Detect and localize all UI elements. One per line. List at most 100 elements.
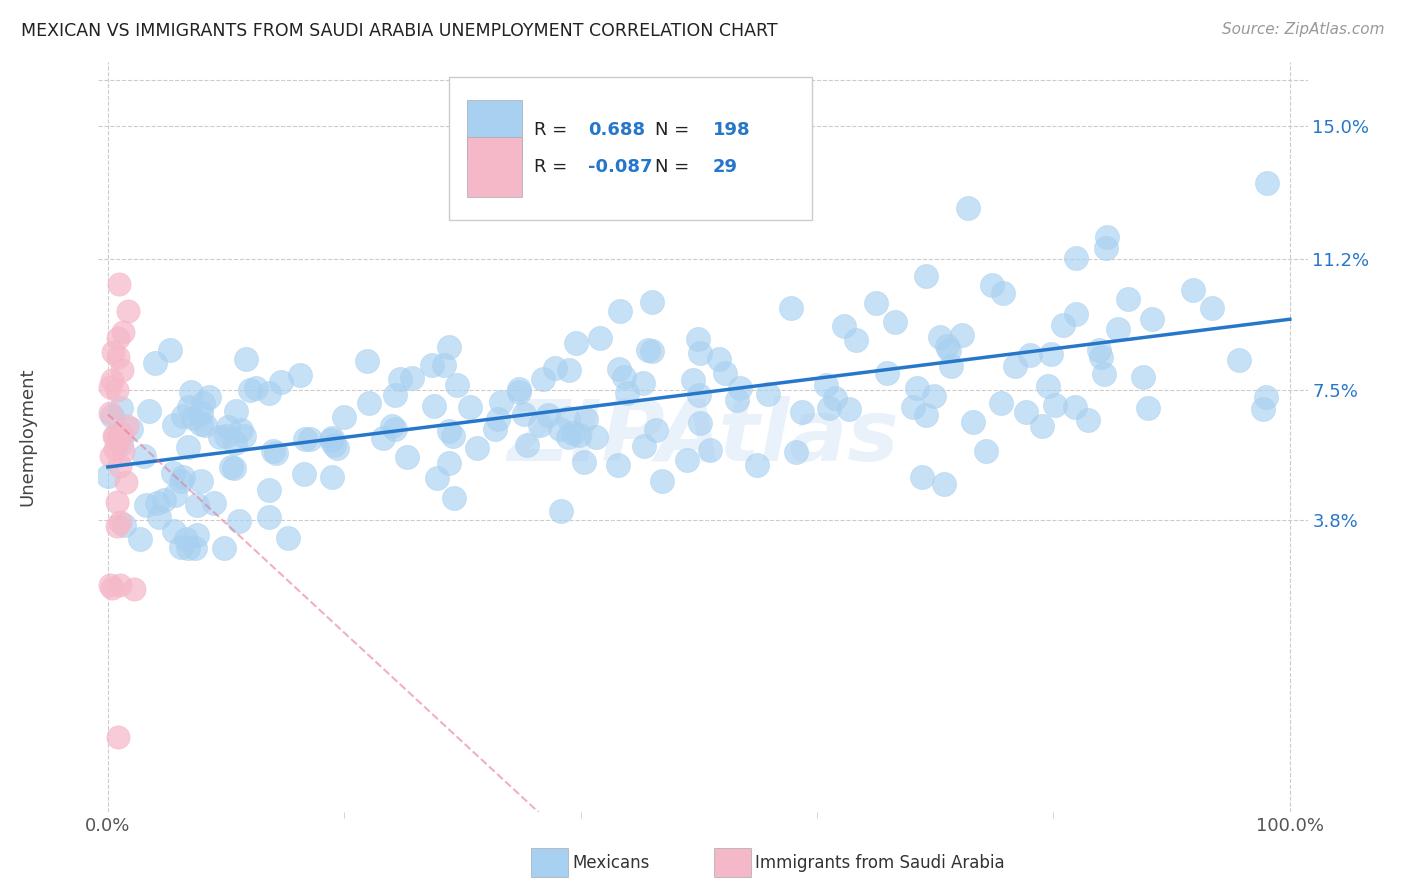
- Point: [1064, 252, 1087, 266]
- Point: [181, 410, 204, 425]
- Point: [688, 387, 710, 401]
- Point: [838, 401, 860, 416]
- Point: [225, 404, 247, 418]
- FancyBboxPatch shape: [467, 100, 522, 160]
- Point: [529, 418, 551, 433]
- Point: [184, 541, 207, 555]
- Point: [257, 386, 280, 401]
- Point: [1090, 350, 1112, 364]
- Point: [876, 367, 898, 381]
- Point: [298, 432, 321, 446]
- Point: [609, 304, 631, 318]
- FancyBboxPatch shape: [449, 78, 811, 219]
- Point: [110, 401, 132, 415]
- Point: [565, 335, 588, 350]
- Point: [112, 517, 135, 532]
- Point: [905, 381, 928, 395]
- Point: [420, 358, 443, 372]
- Point: [198, 390, 221, 404]
- Point: [384, 388, 406, 402]
- Point: [108, 458, 131, 473]
- Point: [439, 456, 461, 470]
- Text: N =: N =: [655, 159, 689, 177]
- Point: [357, 396, 380, 410]
- Point: [100, 449, 122, 463]
- Point: [832, 318, 855, 333]
- Point: [1227, 352, 1250, 367]
- Point: [135, 499, 157, 513]
- Text: N =: N =: [655, 121, 689, 139]
- Point: [792, 405, 814, 419]
- Point: [162, 418, 184, 433]
- Point: [689, 346, 711, 360]
- Point: [97, 469, 120, 483]
- Point: [224, 436, 246, 450]
- Point: [319, 433, 342, 447]
- Point: [641, 344, 664, 359]
- Point: [165, 488, 187, 502]
- Point: [321, 431, 343, 445]
- Point: [1015, 404, 1038, 418]
- Point: [557, 411, 579, 425]
- Point: [115, 475, 138, 490]
- Point: [110, 436, 132, 450]
- Point: [277, 531, 299, 545]
- Point: [1256, 176, 1278, 190]
- Point: [194, 418, 217, 433]
- Point: [725, 393, 748, 408]
- Point: [531, 372, 554, 386]
- Point: [108, 427, 131, 442]
- Point: [1182, 284, 1205, 298]
- Point: [911, 470, 934, 484]
- Point: [486, 412, 509, 426]
- Point: [1063, 401, 1085, 415]
- Point: [257, 509, 280, 524]
- Point: [107, 350, 129, 364]
- Point: [1052, 318, 1074, 333]
- Point: [676, 453, 699, 467]
- Point: [932, 477, 955, 491]
- Point: [699, 442, 721, 457]
- Point: [824, 392, 846, 406]
- Point: [177, 440, 200, 454]
- Point: [883, 315, 905, 329]
- Point: [384, 422, 406, 436]
- Point: [108, 578, 131, 592]
- Point: [915, 268, 938, 283]
- Point: [107, 731, 129, 745]
- Point: [845, 333, 868, 347]
- Point: [121, 422, 143, 436]
- Point: [294, 432, 316, 446]
- Point: [215, 429, 238, 443]
- Point: [381, 419, 404, 434]
- Point: [641, 295, 664, 310]
- Point: [558, 363, 581, 377]
- Point: [714, 367, 737, 381]
- Point: [172, 469, 194, 483]
- Point: [98, 380, 121, 394]
- Point: [229, 423, 252, 437]
- Point: [159, 343, 181, 358]
- Point: [111, 363, 134, 377]
- Point: [950, 328, 973, 343]
- Point: [709, 351, 731, 366]
- FancyBboxPatch shape: [467, 137, 522, 197]
- Point: [179, 401, 201, 415]
- Point: [104, 429, 127, 443]
- Point: [1004, 359, 1026, 374]
- Text: R =: R =: [534, 121, 572, 139]
- Point: [1095, 241, 1118, 255]
- Point: [616, 385, 638, 400]
- Point: [134, 450, 156, 464]
- Point: [508, 385, 530, 400]
- Point: [266, 446, 288, 460]
- Point: [682, 373, 704, 387]
- Point: [190, 474, 212, 488]
- Point: [439, 340, 461, 354]
- Text: Mexicans: Mexicans: [572, 854, 650, 871]
- Point: [928, 330, 950, 344]
- Point: [938, 343, 960, 358]
- Point: [633, 439, 655, 453]
- Point: [423, 399, 446, 413]
- Point: [186, 498, 208, 512]
